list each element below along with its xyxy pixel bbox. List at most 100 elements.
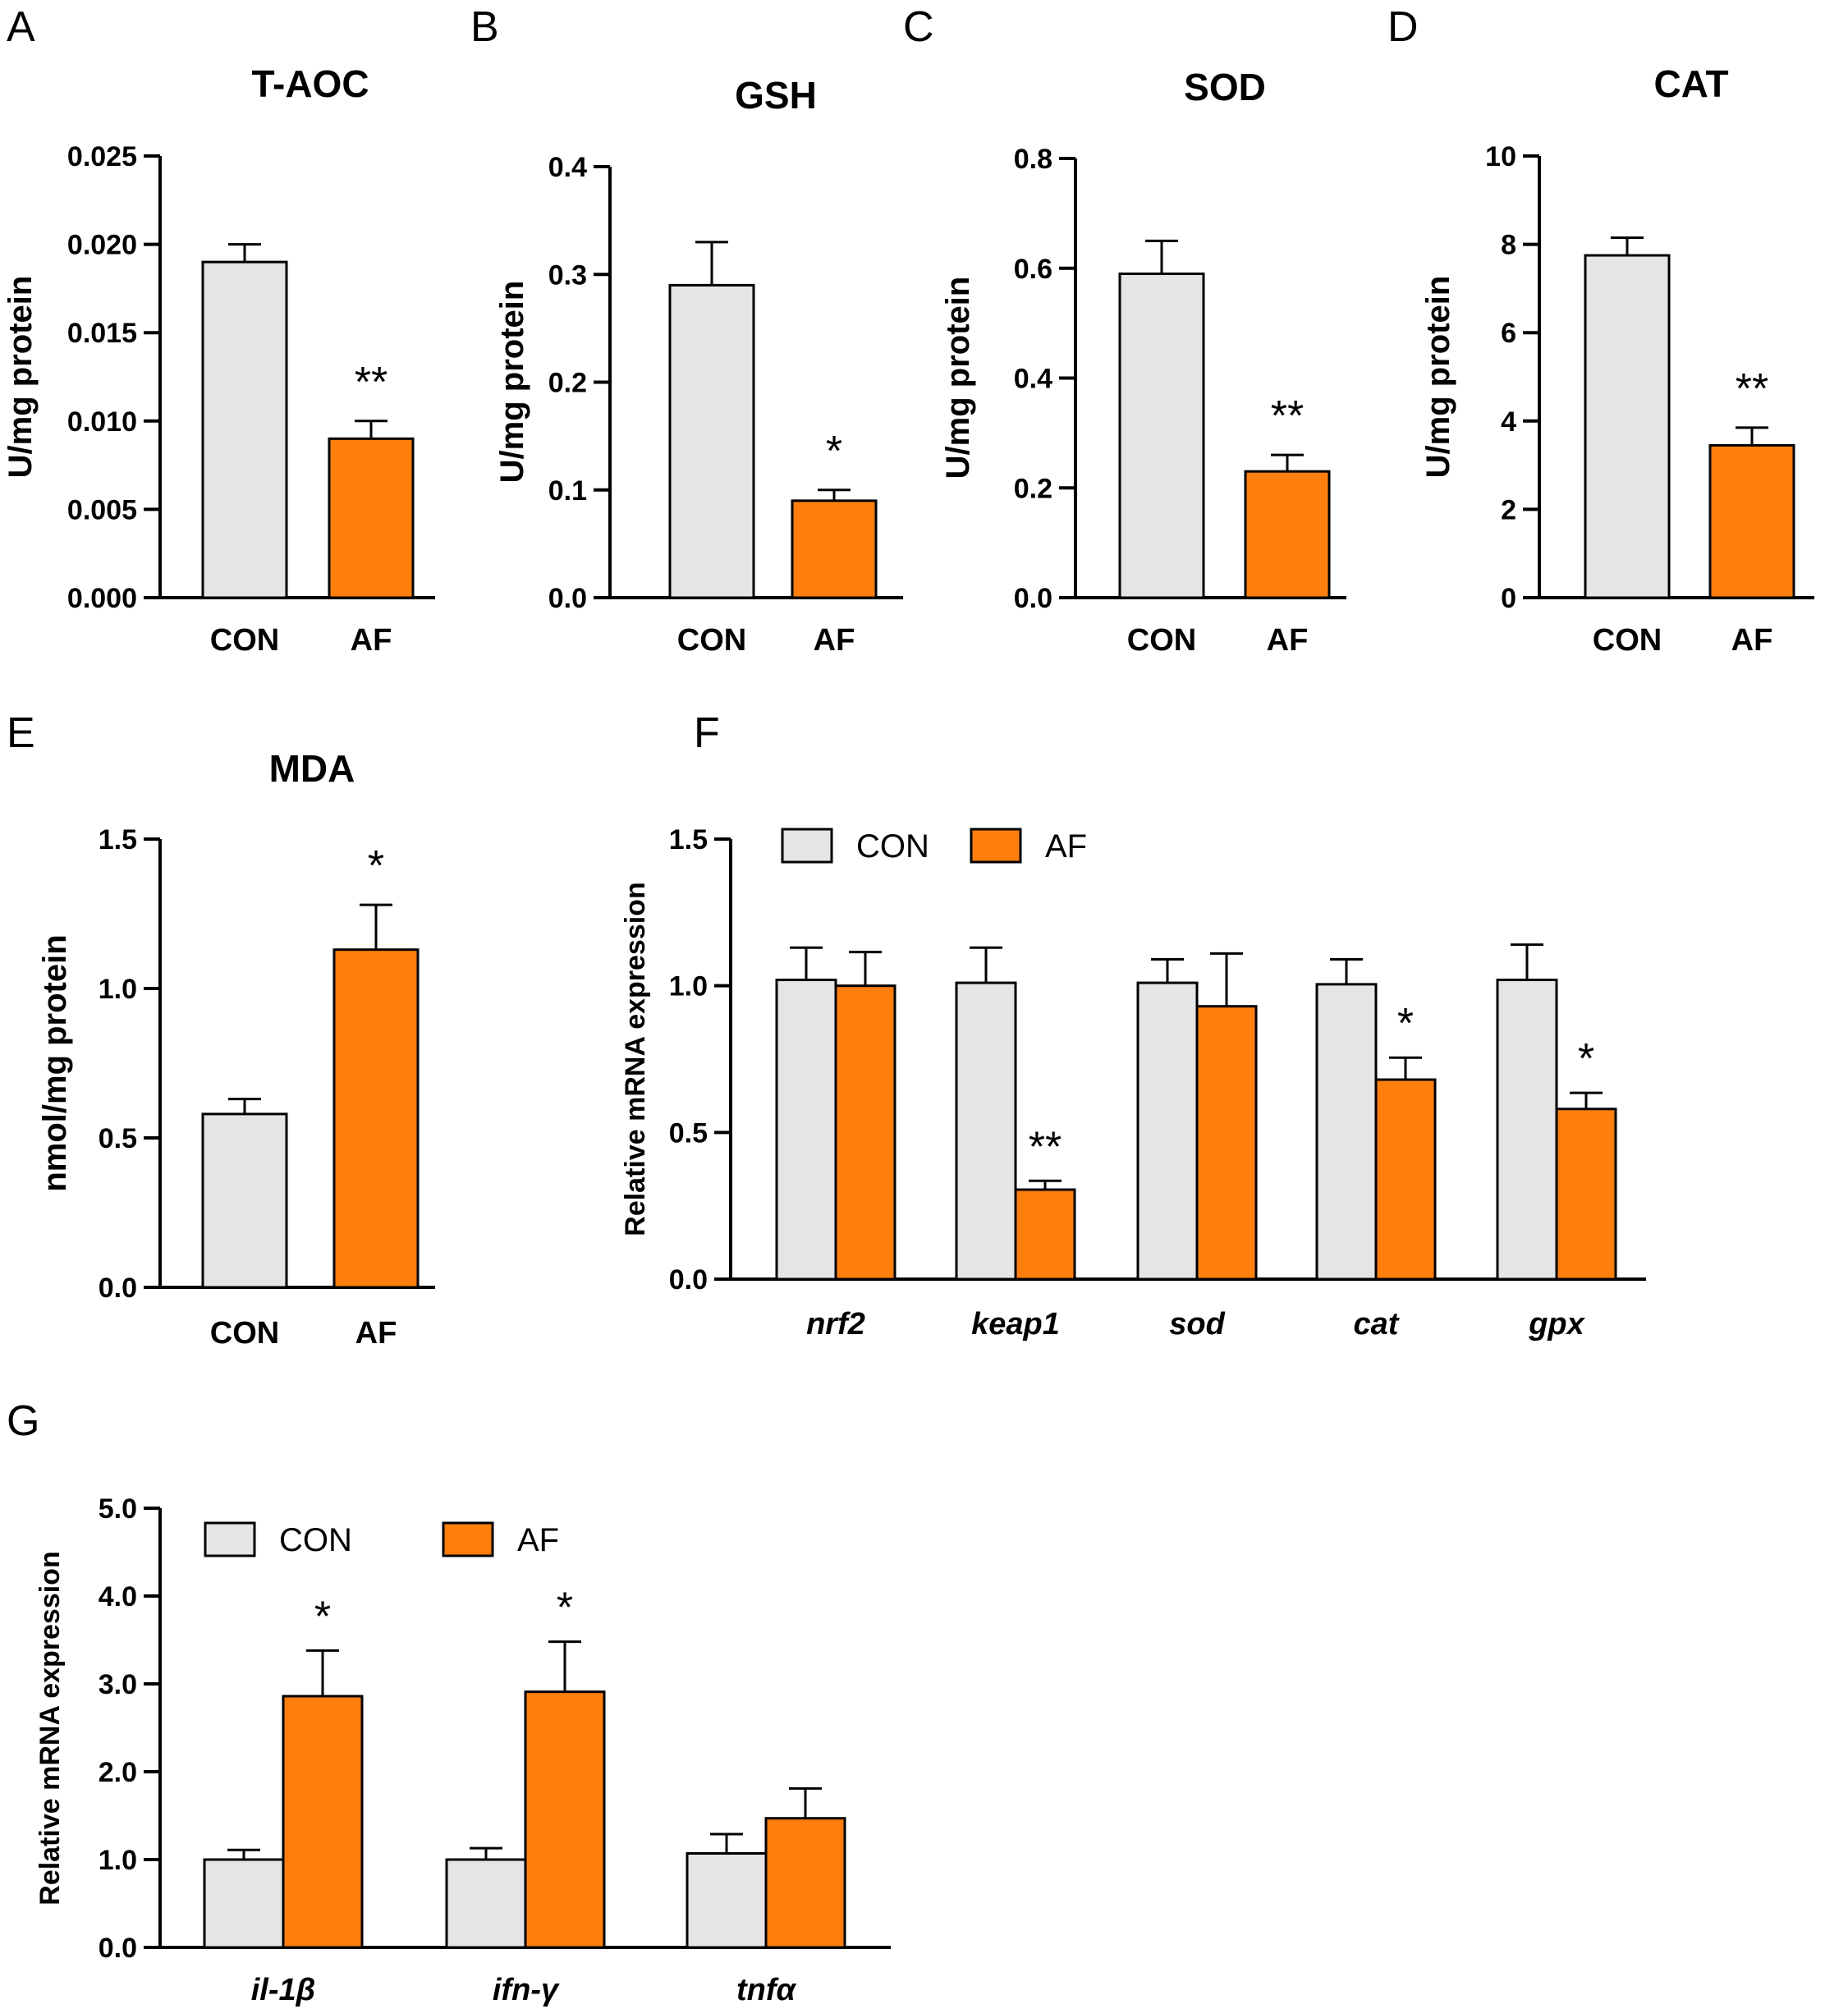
y-tick-label: 2: [1501, 494, 1516, 525]
bar-con: [445, 1858, 527, 1949]
panel-c: C SOD 0.0 0.2 0.4 0.6 0.8 U/mg protein CON ** AF: [903, 3, 1346, 658]
y-tick-label: 1.0: [99, 974, 137, 1005]
y-tick-label: 0.020: [67, 230, 137, 261]
y-axis-label: nmol/mg protein: [37, 934, 73, 1191]
panel-b: B GSH 0.0 0.1 0.2 0.3 0.4 U/mg protein CON * AF: [470, 3, 903, 658]
category-label: sod: [1169, 1307, 1225, 1342]
panel-g: G 0.0 1.0 2.0 3.0 4.0 5.0 Relative mRNA express…: [7, 1397, 891, 2007]
panel-letter: E: [7, 709, 35, 757]
panel-letter: A: [7, 3, 35, 51]
y-tick-label: 4: [1501, 406, 1516, 438]
y-tick-label: 0.5: [669, 1117, 708, 1149]
category-label: ifn-γ: [493, 1973, 560, 2007]
bar-af: [1195, 1005, 1258, 1281]
y-tick-label: 5.0: [99, 1493, 137, 1525]
bar-con: [775, 979, 837, 1281]
panel-f: F 0.0 0.5 1.0 1.5 Relative mRNA expression nrf…: [620, 709, 1646, 1342]
y-tick-label: 0.3: [548, 259, 587, 291]
category-label: gpx: [1528, 1307, 1585, 1342]
y-axis-label: Relative mRNA expression: [34, 1551, 66, 1905]
y-axis-label: U/mg protein: [1420, 276, 1456, 479]
bar-af: [791, 499, 878, 599]
panel-a: A T-AOC 0.000 0.005 0.010 0.015 0.020 0.025 U/mg…: [2, 3, 435, 658]
category-label: AF: [1731, 623, 1773, 658]
bar-af: [764, 1817, 846, 1949]
category-label: AF: [355, 1316, 397, 1351]
y-tick-label: 0.015: [67, 318, 137, 349]
y-tick-label: 1.0: [669, 971, 708, 1002]
legend-swatch-con: [204, 1521, 256, 1557]
significance-label: *: [557, 1585, 573, 1632]
bar-af: [1708, 443, 1795, 599]
significance-label: *: [314, 1593, 331, 1640]
y-tick-label: 1.0: [99, 1845, 137, 1876]
bar-af: [328, 437, 415, 599]
y-tick-label: 0.1: [548, 475, 587, 507]
legend-swatch-con: [781, 828, 833, 864]
significance-label: **: [1271, 392, 1304, 440]
y-tick-label: 0.6: [1014, 254, 1052, 285]
bar-af: [1244, 470, 1331, 599]
y-axis-label: U/mg protein: [940, 277, 976, 479]
y-tick-label: 6: [1501, 318, 1516, 349]
legend-swatch-af: [970, 828, 1022, 864]
category-label: il-1β: [251, 1973, 316, 2007]
bar-con: [686, 1852, 768, 1949]
panel-d: D CAT 0 2 4 6 8 10 U/mg protein CON ** AF: [1387, 3, 1814, 658]
chart-title: CAT: [1653, 62, 1728, 105]
y-tick-label: 0.0: [669, 1264, 708, 1296]
panel-letter: B: [470, 3, 499, 51]
chart-title: MDA: [269, 747, 355, 790]
category-label: CON: [1127, 623, 1196, 658]
y-tick-label: 0.2: [1014, 473, 1052, 504]
y-tick-label: 0.4: [1014, 364, 1052, 395]
category-label: keap1: [971, 1307, 1060, 1342]
category-label: AF: [814, 623, 855, 658]
significance-label: **: [1736, 365, 1768, 413]
category-label: nrf2: [806, 1307, 865, 1342]
legend-label: AF: [1045, 828, 1087, 865]
category-label: CON: [210, 623, 279, 658]
significance-label: *: [1578, 1035, 1594, 1083]
y-tick-label: 0.5: [99, 1123, 137, 1154]
y-tick-label: 0.4: [548, 152, 587, 183]
category-label: CON: [677, 623, 746, 658]
bar-con: [1136, 981, 1199, 1281]
significance-label: **: [1029, 1123, 1062, 1171]
y-tick-label: 1.5: [669, 824, 708, 855]
bar-con: [1118, 272, 1205, 599]
bar-con: [955, 981, 1017, 1281]
category-label: CON: [210, 1316, 279, 1351]
y-tick-label: 2.0: [99, 1757, 137, 1788]
bar-con: [1315, 983, 1378, 1281]
legend-label: AF: [517, 1522, 559, 1558]
panel-letter: G: [7, 1397, 39, 1445]
y-tick-label: 0.0: [1014, 583, 1052, 614]
y-tick-label: 0.0: [548, 583, 587, 614]
bar-af: [1555, 1108, 1617, 1281]
y-tick-label: 0.000: [67, 583, 137, 614]
bar-con: [203, 1858, 285, 1949]
y-tick-label: 0.8: [1014, 144, 1052, 175]
y-tick-label: 0.025: [67, 141, 137, 172]
significance-label: *: [826, 428, 842, 475]
panel-letter: F: [694, 709, 720, 757]
y-tick-label: 0.0: [99, 1273, 137, 1304]
bar-af: [332, 948, 420, 1289]
chart-title: SOD: [1184, 66, 1266, 108]
y-tick-label: 0.0: [99, 1933, 137, 1964]
bar-con: [201, 260, 288, 599]
bar-af: [1014, 1188, 1076, 1281]
panel-e: E MDA 0.0 0.5 1.0 1.5 nmol/mg protein CON * AF: [7, 709, 435, 1351]
bar-af: [1374, 1078, 1437, 1281]
y-tick-label: 4.0: [99, 1581, 137, 1612]
legend-label: CON: [279, 1522, 352, 1558]
legend-swatch-af: [442, 1521, 494, 1557]
y-tick-label: 8: [1501, 230, 1516, 261]
legend-label: CON: [856, 828, 929, 865]
bar-af: [524, 1690, 606, 1949]
category-label: AF: [1267, 623, 1309, 658]
bar-con: [1584, 254, 1671, 599]
bar-con: [1496, 979, 1558, 1281]
